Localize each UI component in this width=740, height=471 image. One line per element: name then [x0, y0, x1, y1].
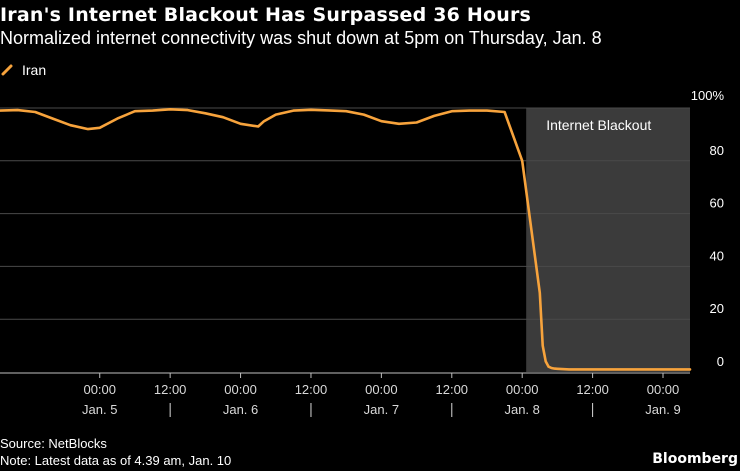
x-tick-label: 00:00 — [506, 382, 539, 397]
x-tick-label: 00:00 — [365, 382, 398, 397]
x-tick-label: 00:00 — [83, 382, 116, 397]
day-label: Jan. 8 — [504, 402, 539, 417]
brand-logo: Bloomberg — [652, 451, 738, 467]
x-tick-label: 00:00 — [647, 382, 680, 397]
day-label: Jan. 6 — [223, 402, 258, 417]
x-tick-label: 12:00 — [154, 382, 187, 397]
y-tick-label-20: 20 — [710, 301, 724, 316]
data-note: Note: Latest data as of 4.39 am, Jan. 10 — [0, 453, 232, 468]
y-tick-label-100: 100% — [691, 88, 725, 103]
blackout-band — [526, 108, 690, 372]
y-tick-label-0: 0 — [717, 354, 724, 369]
legend-swatch-line — [1, 64, 13, 76]
x-tick-label: 12:00 — [436, 382, 469, 397]
legend-label-iran: Iran — [22, 62, 47, 78]
y-tick-label-40: 40 — [710, 248, 724, 263]
chart-subtitle: Normalized internet connectivity was shu… — [0, 28, 602, 48]
source-note: Source: NetBlocks — [0, 436, 107, 451]
x-tick-label: 12:00 — [295, 382, 328, 397]
day-label: Jan. 7 — [364, 402, 399, 417]
series-line-iran — [0, 108, 692, 371]
chart-title: Iran's Internet Blackout Has Surpassed 3… — [0, 4, 532, 26]
y-tick-label-80: 80 — [710, 143, 724, 158]
day-label: Jan. 5 — [82, 402, 117, 417]
day-label: Jan. 9 — [645, 402, 680, 417]
x-tick-label: 00:00 — [224, 382, 257, 397]
blackout-label: Internet Blackout — [546, 117, 651, 133]
legend-line-icon — [1, 64, 13, 76]
y-tick-label-60: 60 — [710, 196, 724, 211]
chart-legend: Iran — [0, 61, 46, 79]
x-tick-label: 12:00 — [576, 382, 609, 397]
